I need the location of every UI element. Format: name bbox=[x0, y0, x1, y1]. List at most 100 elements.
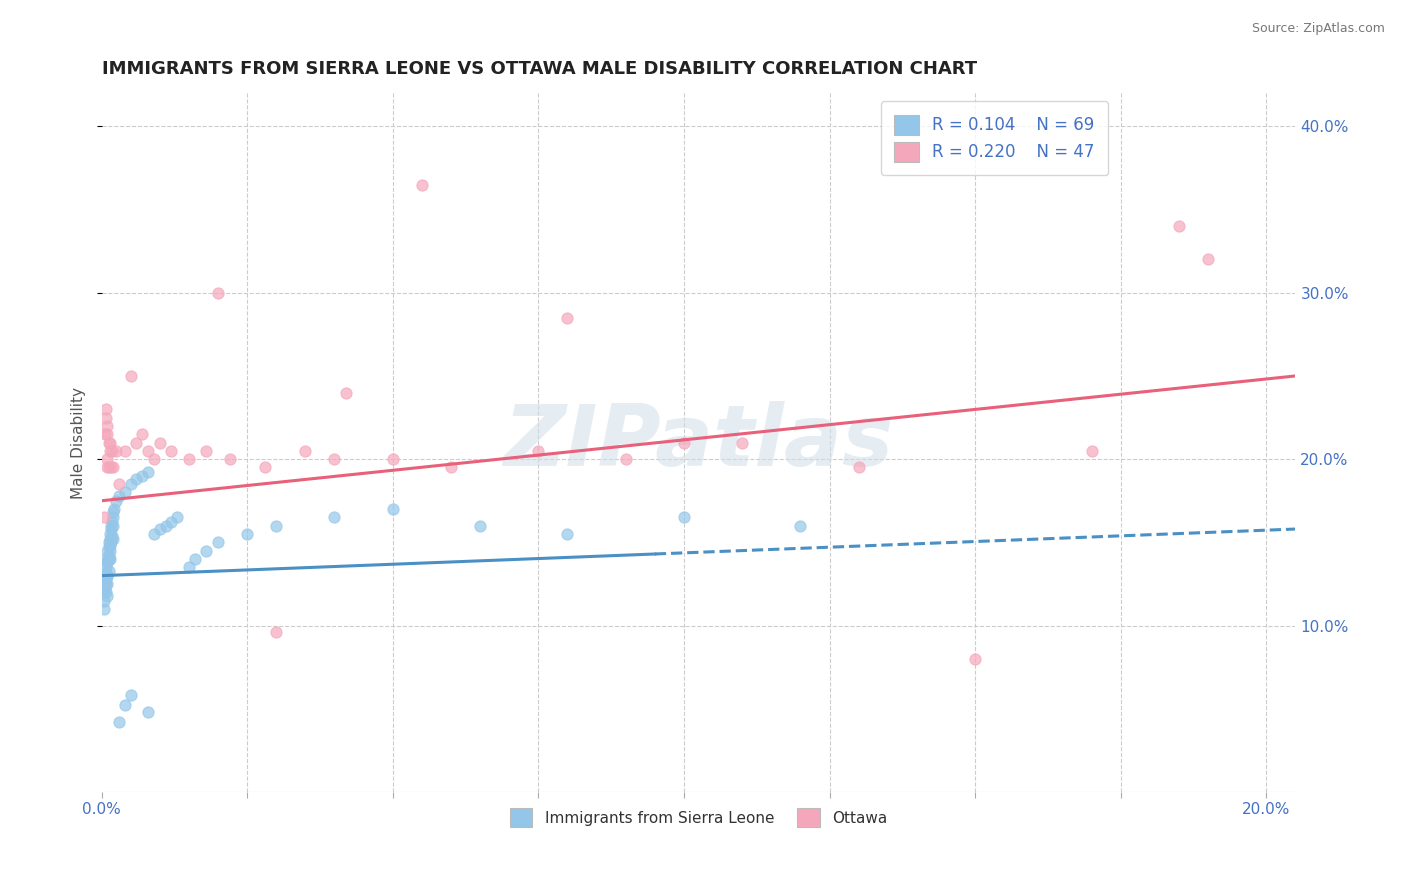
Point bbox=[97, 564, 120, 578]
Point bbox=[136, 705, 159, 719]
Point bbox=[96, 589, 118, 603]
Legend: Immigrants from Sierra Leone, Ottawa: Immigrants from Sierra Leone, Ottawa bbox=[503, 803, 894, 833]
Point bbox=[136, 443, 159, 458]
Point bbox=[105, 443, 128, 458]
Point bbox=[98, 532, 121, 546]
Point bbox=[614, 452, 637, 467]
Point bbox=[108, 477, 131, 491]
Point bbox=[96, 402, 118, 417]
Point bbox=[98, 539, 121, 553]
Point bbox=[1168, 219, 1191, 234]
Point bbox=[557, 310, 579, 325]
Point bbox=[731, 435, 754, 450]
Point bbox=[100, 535, 122, 549]
Point bbox=[166, 510, 188, 524]
Point bbox=[96, 566, 118, 580]
Point bbox=[93, 593, 115, 607]
Text: ZIPatlas: ZIPatlas bbox=[503, 401, 894, 484]
Point bbox=[94, 585, 117, 599]
Y-axis label: Male Disability: Male Disability bbox=[72, 386, 86, 499]
Point bbox=[848, 460, 870, 475]
Point bbox=[177, 560, 200, 574]
Point bbox=[195, 443, 218, 458]
Point bbox=[98, 535, 121, 549]
Point bbox=[103, 502, 125, 516]
Point bbox=[94, 582, 117, 596]
Point bbox=[98, 443, 121, 458]
Point bbox=[965, 652, 987, 666]
Point bbox=[98, 549, 121, 563]
Point bbox=[96, 568, 118, 582]
Point bbox=[323, 510, 346, 524]
Point bbox=[131, 468, 153, 483]
Point bbox=[100, 522, 122, 536]
Point bbox=[125, 435, 148, 450]
Point bbox=[207, 285, 229, 300]
Point bbox=[100, 460, 122, 475]
Point bbox=[101, 460, 124, 475]
Point bbox=[100, 532, 122, 546]
Point bbox=[1080, 443, 1102, 458]
Point bbox=[440, 460, 463, 475]
Point bbox=[294, 443, 316, 458]
Point bbox=[94, 410, 117, 425]
Point bbox=[131, 427, 153, 442]
Point bbox=[114, 443, 136, 458]
Point bbox=[96, 555, 118, 569]
Point bbox=[236, 527, 259, 541]
Point bbox=[96, 552, 118, 566]
Point bbox=[96, 568, 118, 582]
Point bbox=[114, 485, 136, 500]
Point bbox=[101, 529, 124, 543]
Point bbox=[672, 510, 695, 524]
Point bbox=[97, 539, 120, 553]
Point bbox=[381, 502, 404, 516]
Point bbox=[96, 543, 118, 558]
Point bbox=[98, 435, 121, 450]
Point bbox=[96, 460, 118, 475]
Point bbox=[101, 505, 124, 519]
Point bbox=[381, 452, 404, 467]
Point bbox=[94, 560, 117, 574]
Point bbox=[789, 518, 811, 533]
Point bbox=[335, 385, 357, 400]
Point bbox=[120, 477, 142, 491]
Point bbox=[155, 518, 177, 533]
Point bbox=[120, 689, 142, 703]
Point bbox=[93, 577, 115, 591]
Point bbox=[101, 516, 124, 530]
Point bbox=[101, 532, 124, 546]
Point bbox=[98, 460, 121, 475]
Point bbox=[207, 535, 229, 549]
Point bbox=[183, 552, 205, 566]
Point bbox=[93, 510, 115, 524]
Point bbox=[160, 516, 183, 530]
Point bbox=[96, 577, 118, 591]
Point bbox=[468, 518, 491, 533]
Point bbox=[94, 572, 117, 586]
Point bbox=[98, 543, 121, 558]
Point bbox=[323, 452, 346, 467]
Point bbox=[672, 435, 695, 450]
Text: Source: ZipAtlas.com: Source: ZipAtlas.com bbox=[1251, 22, 1385, 36]
Point bbox=[142, 527, 165, 541]
Point bbox=[97, 552, 120, 566]
Point bbox=[101, 510, 124, 524]
Point bbox=[557, 527, 579, 541]
Point bbox=[1197, 252, 1219, 267]
Point bbox=[93, 602, 115, 616]
Point bbox=[264, 625, 287, 640]
Point bbox=[195, 543, 218, 558]
Point bbox=[94, 427, 117, 442]
Point bbox=[100, 518, 122, 533]
Point bbox=[160, 443, 183, 458]
Point bbox=[177, 452, 200, 467]
Point bbox=[527, 443, 550, 458]
Point bbox=[120, 368, 142, 383]
Point bbox=[253, 460, 276, 475]
Point bbox=[411, 178, 433, 192]
Point bbox=[264, 518, 287, 533]
Point bbox=[98, 527, 121, 541]
Point bbox=[142, 452, 165, 467]
Point bbox=[93, 585, 115, 599]
